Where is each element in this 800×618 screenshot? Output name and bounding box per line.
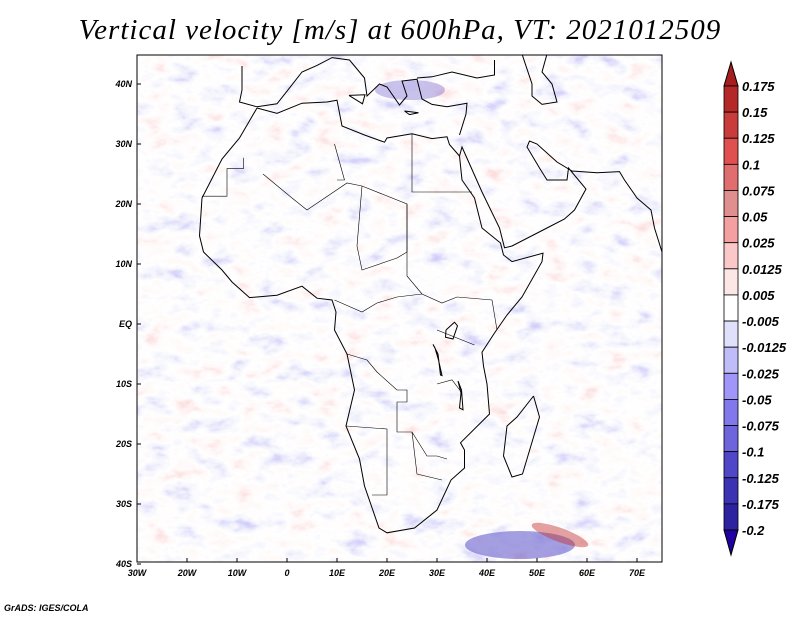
colorbar-swatch <box>723 294 739 322</box>
colorbar-swatch <box>723 372 739 400</box>
colorbar-label: 0.175 <box>742 79 775 94</box>
lon-label: 70E <box>629 568 646 578</box>
colorbar-swatch <box>723 477 739 505</box>
colorbar-swatch <box>723 85 739 113</box>
country-border <box>356 185 398 271</box>
lon-label: 60E <box>579 568 596 578</box>
lat-label: 40N <box>114 79 132 89</box>
colorbar-label: 0.025 <box>742 236 775 251</box>
colorbar-label: 0.0125 <box>742 262 783 277</box>
colorbar: 0.175 0.15 0.125 0.1 0.075 0.05 0.025 0.0125 0.0… <box>723 60 787 557</box>
colorbar-label: -0.1 <box>742 445 764 460</box>
colorbar-swatch <box>723 399 739 426</box>
lakevictoria-outline <box>444 321 459 340</box>
country-border <box>334 143 345 181</box>
lon-label: 30W <box>128 568 148 578</box>
madagascar-outline <box>502 395 541 478</box>
colorbar-label: -0.125 <box>742 471 780 486</box>
turkey_bs-outline <box>416 60 495 79</box>
country-border <box>334 293 423 313</box>
lat-label: EQ <box>119 319 132 329</box>
colorbar-label: -0.2 <box>742 523 765 538</box>
coastlines <box>198 55 662 534</box>
latitude-labels: 40N 30N 20N 10N EQ 10S 20S 30S 40S <box>114 79 141 569</box>
country-border <box>346 353 448 460</box>
lon-label: 0 <box>284 568 289 578</box>
colorbar-min-arrow <box>723 529 739 557</box>
lat-label: 30N <box>115 139 132 149</box>
colorbar-label: 0.15 <box>742 105 768 120</box>
colorbar-swatch <box>723 268 739 296</box>
colorbar-label: -0.05 <box>742 392 772 407</box>
colorbar-label: 0.125 <box>742 131 775 146</box>
colorbar-swatch <box>723 163 739 191</box>
plot-frame <box>136 54 663 563</box>
colorbar-label: -0.025 <box>742 366 780 381</box>
colorbar-swatch <box>723 425 739 453</box>
country-border <box>411 431 443 481</box>
colorbar-swatch <box>723 242 739 270</box>
lon-label: 10W <box>228 568 248 578</box>
arabia-outline <box>459 140 662 253</box>
lon-label: 20W <box>177 568 198 578</box>
colorbar-label: 0.05 <box>742 210 768 225</box>
europe-outline <box>238 57 468 136</box>
colorbar-label: -0.005 <box>742 314 780 329</box>
lat-label: 30S <box>116 499 132 509</box>
country-border <box>345 425 388 496</box>
velocity-field <box>137 55 662 562</box>
colorbar-swatch <box>723 503 739 531</box>
longitude-labels: 30W 20W 10W 0 10E 20E 30E 40E 50E 60E 70E <box>128 558 646 578</box>
lon-label: 20E <box>378 568 396 578</box>
colorbar-label: -0.075 <box>742 419 780 434</box>
caspian-outline <box>521 55 558 105</box>
colorbar-swatch <box>723 111 739 139</box>
lat-label: 40S <box>115 559 132 569</box>
laketanganyika-outline <box>432 344 443 377</box>
colorbar-label: -0.175 <box>742 497 780 512</box>
lat-label: 10S <box>116 379 132 389</box>
crete-outline <box>404 110 419 116</box>
colorbar-label: 0.1 <box>742 157 760 172</box>
lat-label: 10N <box>115 259 132 269</box>
africa-outline <box>198 99 544 534</box>
lon-label: 10E <box>329 568 346 578</box>
lon-label: 50E <box>529 568 546 578</box>
colorbar-swatch <box>723 451 739 479</box>
lon-label: 30E <box>429 568 446 578</box>
country-border <box>456 296 498 331</box>
lon-label: 40E <box>478 568 496 578</box>
lat-label: 20S <box>115 439 132 449</box>
country-border <box>202 157 244 197</box>
country-border <box>411 133 472 193</box>
colorbar-swatch <box>723 137 739 165</box>
colorbar-label: -0.0125 <box>742 340 787 355</box>
colorbar-swatch <box>723 320 739 348</box>
colorbar-label: 0.005 <box>742 288 775 303</box>
credit-text: GrADS: IGES/COLA <box>4 603 89 613</box>
country-border <box>436 329 475 346</box>
colorbar-swatch <box>723 190 739 217</box>
colorbar-label: 0.075 <box>742 183 775 198</box>
sicily-outline <box>348 94 366 105</box>
colorbar-swatch <box>723 346 739 374</box>
colorbar-swatch <box>723 216 739 244</box>
colorbar-max-arrow <box>723 60 739 87</box>
plot-title: Vertical velocity [m/s] at 600hPa, VT: 2… <box>78 14 722 46</box>
country-border <box>436 379 463 394</box>
lat-label: 20N <box>114 199 132 209</box>
